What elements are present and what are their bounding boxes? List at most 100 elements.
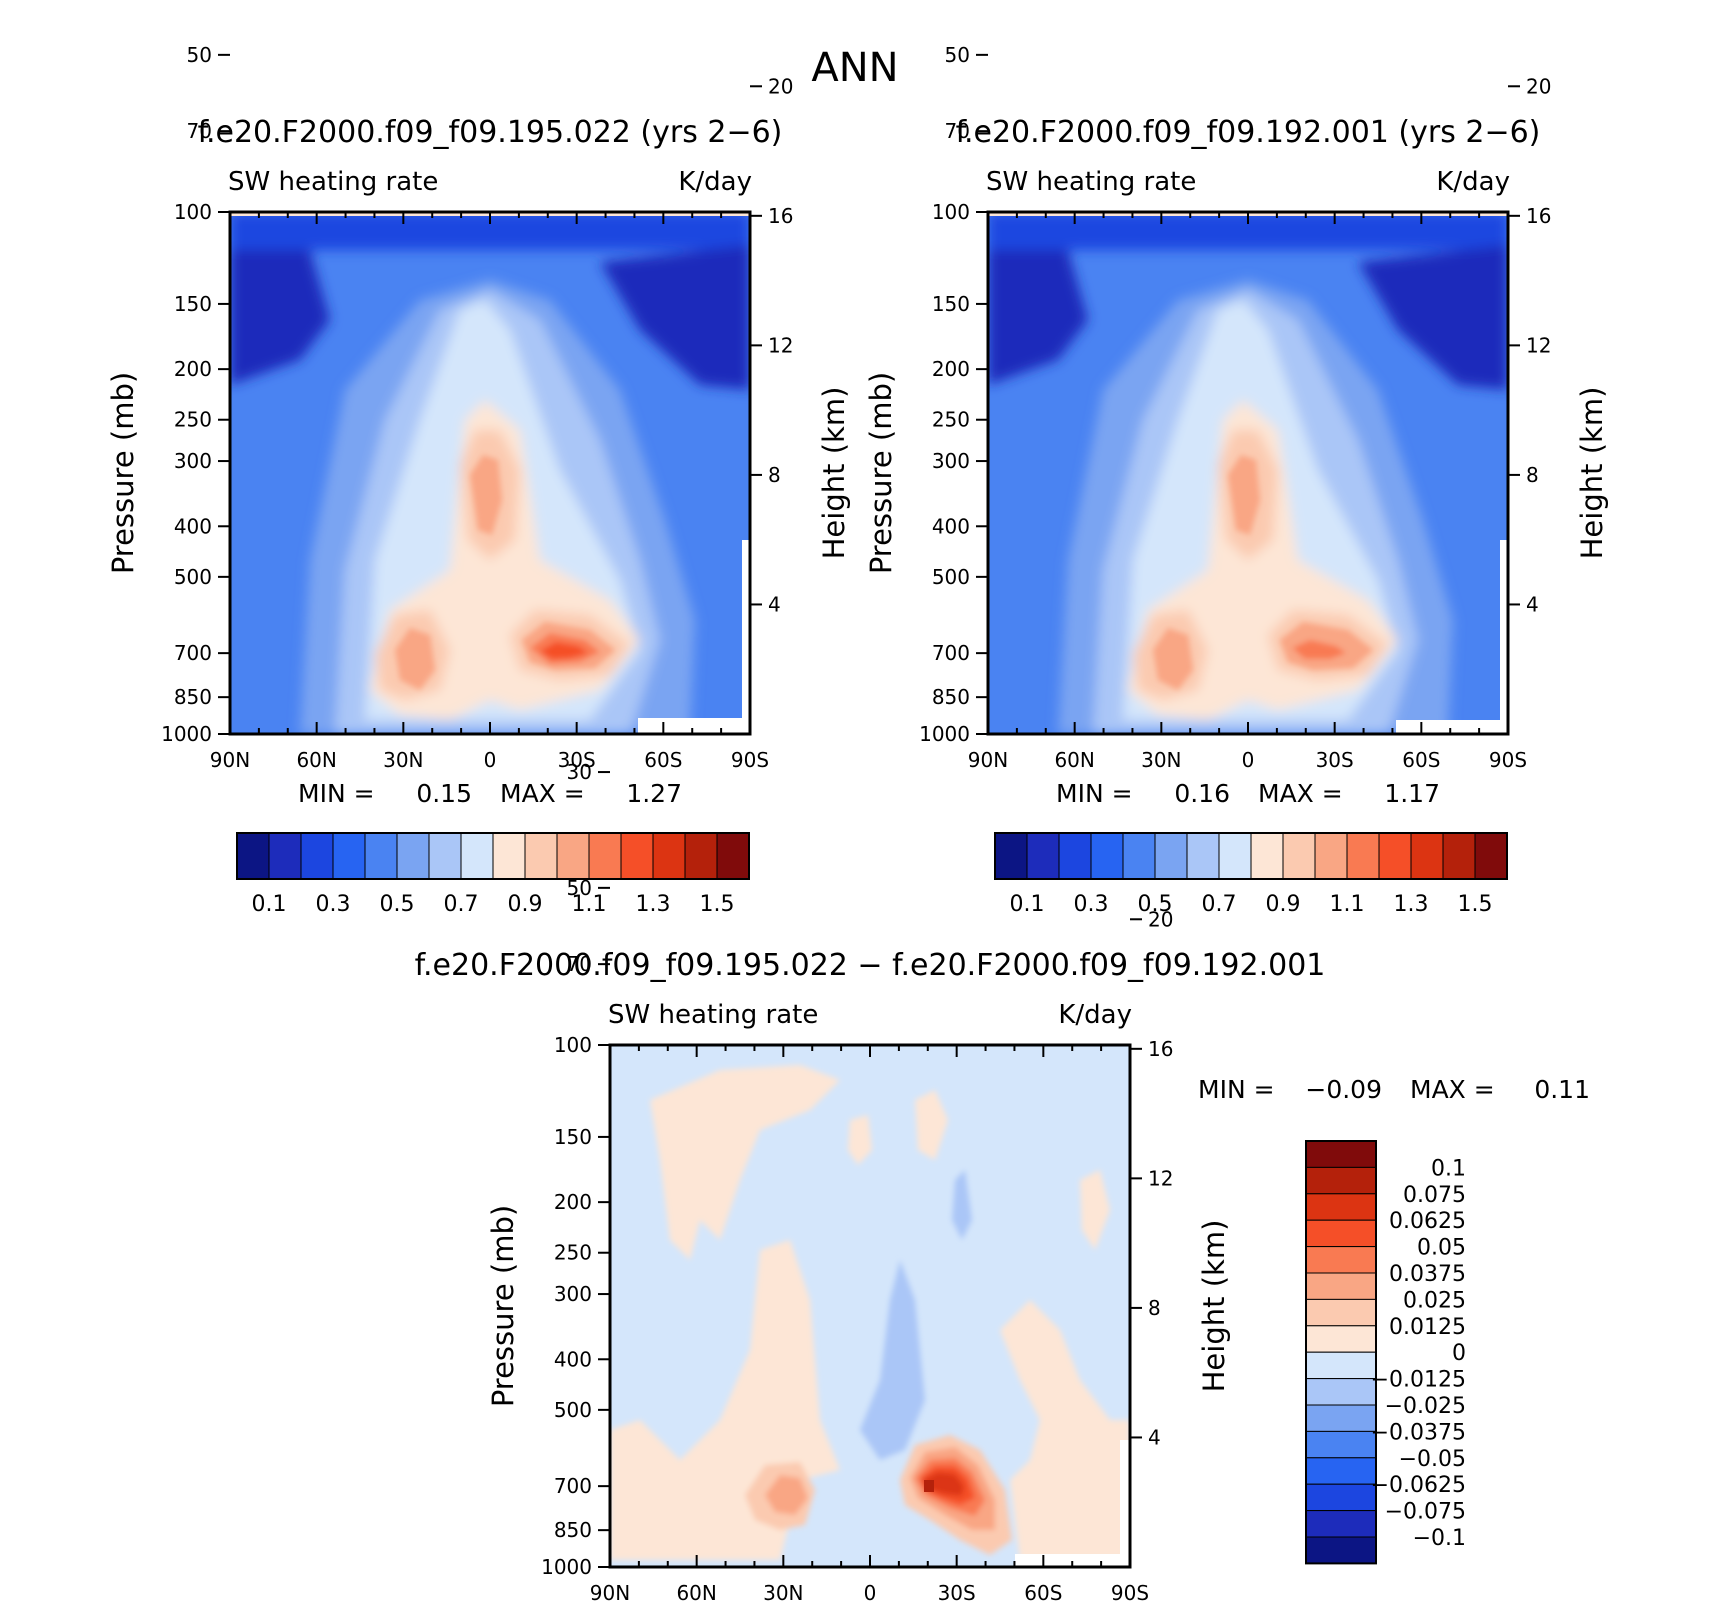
right-y-tick-label: 50 (945, 43, 970, 67)
diff-y-tick-label: 250 (554, 1241, 592, 1265)
diff-colorbar-box (1305, 1219, 1377, 1248)
left-axes: 90N60N30N030S60S90S305070100150200250300… (161, 43, 793, 772)
diff-colorbar-label: −0.0375 (1371, 1420, 1466, 1445)
left-x-tick-label: 90N (210, 748, 250, 772)
diff-units-label: K/day (1058, 1000, 1132, 1030)
left-y2-axis-label: Height (km) (817, 387, 851, 560)
diff-y-tick-label: 100 (554, 1033, 592, 1057)
right-y-tick-label: 300 (932, 449, 970, 473)
right-axes: 90N60N30N030S60S90S305070100150200250300… (919, 43, 1551, 772)
right-max-value: 1.17 (1384, 779, 1440, 808)
diff-colorbar-label: −0.075 (1385, 1500, 1466, 1525)
right-x-tick-label: 90N (968, 748, 1008, 772)
right-colorbar-box (994, 832, 1028, 880)
diff-colorbar-box (1305, 1298, 1377, 1327)
diff-y-tick-label: 700 (554, 1474, 592, 1498)
diff-colorbar-label: −0.0625 (1371, 1473, 1466, 1498)
diff-colorbar-label: 0.05 (1417, 1236, 1466, 1261)
left-colorbar-label: 0.5 (380, 892, 415, 917)
right-colorbar-label: 0.7 (1202, 892, 1237, 917)
diff-colorbar-label: 0.025 (1403, 1288, 1466, 1313)
right-y-tick-label: 1000 (919, 722, 970, 746)
diff-x-tick-label: 0 (864, 1581, 877, 1605)
diff-y-tick-label: 300 (554, 1282, 592, 1306)
diff-negative-tongue (860, 1260, 925, 1460)
left-x-tick-label: 30S (558, 748, 596, 772)
diff-y2-axis-label: Height (km) (1197, 1220, 1231, 1393)
diff-y-tick-label: 70 (567, 952, 592, 976)
diff-x-tick-label: 30S (938, 1581, 976, 1605)
diff-colorbar-label: 0.0625 (1389, 1209, 1466, 1234)
left-colorbar-box (620, 832, 654, 880)
right-x-tick-label: 30S (1316, 748, 1354, 772)
left-colorbar-box (300, 832, 334, 880)
left-band-1.1-low-n (395, 628, 435, 690)
right-colorbar-label: 0.1 (1010, 892, 1045, 917)
diff-y2-tick-label: 20 (1148, 907, 1173, 931)
right-y-tick-label: 150 (932, 292, 970, 316)
left-x-tick-label: 90S (731, 748, 769, 772)
left-colorbar-label: 0.7 (444, 892, 479, 917)
right-colorbar-label: 0.5 (1138, 892, 1173, 917)
right-colorbar-box (1186, 832, 1220, 880)
right-colorbar-box (1058, 832, 1092, 880)
diff-y2-tick-label: 16 (1148, 1037, 1173, 1061)
right-y2-tick-label: 16 (1526, 204, 1551, 228)
right-y-tick-label: 100 (932, 200, 970, 224)
right-x-tick-label: 0 (1242, 748, 1255, 772)
right-dark-cap-north (988, 250, 1088, 385)
left-colorbar-label: 1.3 (636, 892, 671, 917)
diff-y2-tick-label: 12 (1148, 1166, 1173, 1190)
diff-x-tick-label: 60N (676, 1581, 716, 1605)
diff-y-tick-label: 850 (554, 1518, 592, 1542)
diff-colorbar-box (1305, 1166, 1377, 1195)
right-variable-label: SW heating rate (986, 167, 1196, 197)
left-y-tick-label: 150 (174, 292, 212, 316)
right-x-tick-label: 30N (1141, 748, 1181, 772)
right-colorbar: 0.1 0.3 0.5 0.7 0.9 1.1 1.3 1.5 (994, 832, 1508, 917)
diff-core-30n-0.025 (765, 1475, 808, 1515)
left-colorbar-box (588, 832, 622, 880)
diff-colorbar-box (1305, 1325, 1377, 1353)
diff-x-tick-label: 60S (1024, 1581, 1062, 1605)
right-y-tick-label: 70 (945, 119, 970, 143)
diff-min-label: MIN = (1198, 1075, 1275, 1104)
left-colorbar-box (364, 832, 398, 880)
diff-y-axis-label: Pressure (mb) (486, 1205, 520, 1407)
left-y-tick-label: 700 (174, 641, 212, 665)
right-colorbar-box (1378, 832, 1412, 880)
right-y-tick-label: 850 (932, 685, 970, 709)
left-y-tick-label: 400 (174, 514, 212, 538)
diff-colorbar-box (1305, 1378, 1377, 1406)
panel-right: f.e20.F2000.f09_f09.192.001 (yrs 2−6) SW… (864, 43, 1609, 917)
left-colorbar-box (492, 832, 526, 880)
right-y2-tick-label: 8 (1526, 463, 1539, 487)
diff-colorbar-label: −0.05 (1399, 1447, 1466, 1472)
right-field (988, 212, 1508, 734)
left-y-tick-label: 850 (174, 685, 212, 709)
right-band-1.1-upper (1228, 455, 1260, 535)
left-x-tick-label: 0 (484, 748, 497, 772)
diff-x-tick-label: 30N (763, 1581, 803, 1605)
left-colorbar-box (428, 832, 462, 880)
diff-colorbar-box (1305, 1483, 1377, 1512)
diff-negative-patch (952, 1170, 972, 1240)
right-y-tick-label: 500 (932, 565, 970, 589)
left-units-label: K/day (678, 167, 752, 197)
diff-y-tick-label: 400 (554, 1347, 592, 1371)
diff-field (610, 1045, 1130, 1567)
left-y-tick-label: 1000 (161, 722, 212, 746)
left-y2-tick-label: 16 (768, 204, 793, 228)
left-y2-tick-label: 20 (768, 74, 793, 98)
right-y-tick-label: 200 (932, 357, 970, 381)
right-colorbar-label: 0.9 (1266, 892, 1301, 917)
diff-colorbar-label: −0.025 (1385, 1394, 1466, 1419)
right-x-tick-label: 60S (1402, 748, 1440, 772)
left-colorbar-label: 1.1 (572, 892, 607, 917)
left-colorbar: 0.1 0.3 0.5 0.7 0.9 1.1 1.3 1.5 (236, 832, 750, 917)
right-colorbar-box (1314, 832, 1348, 880)
diff-x-tick-label: 90N (590, 1581, 630, 1605)
left-colorbar-label: 1.5 (700, 892, 735, 917)
left-max-value: 1.27 (626, 779, 682, 808)
